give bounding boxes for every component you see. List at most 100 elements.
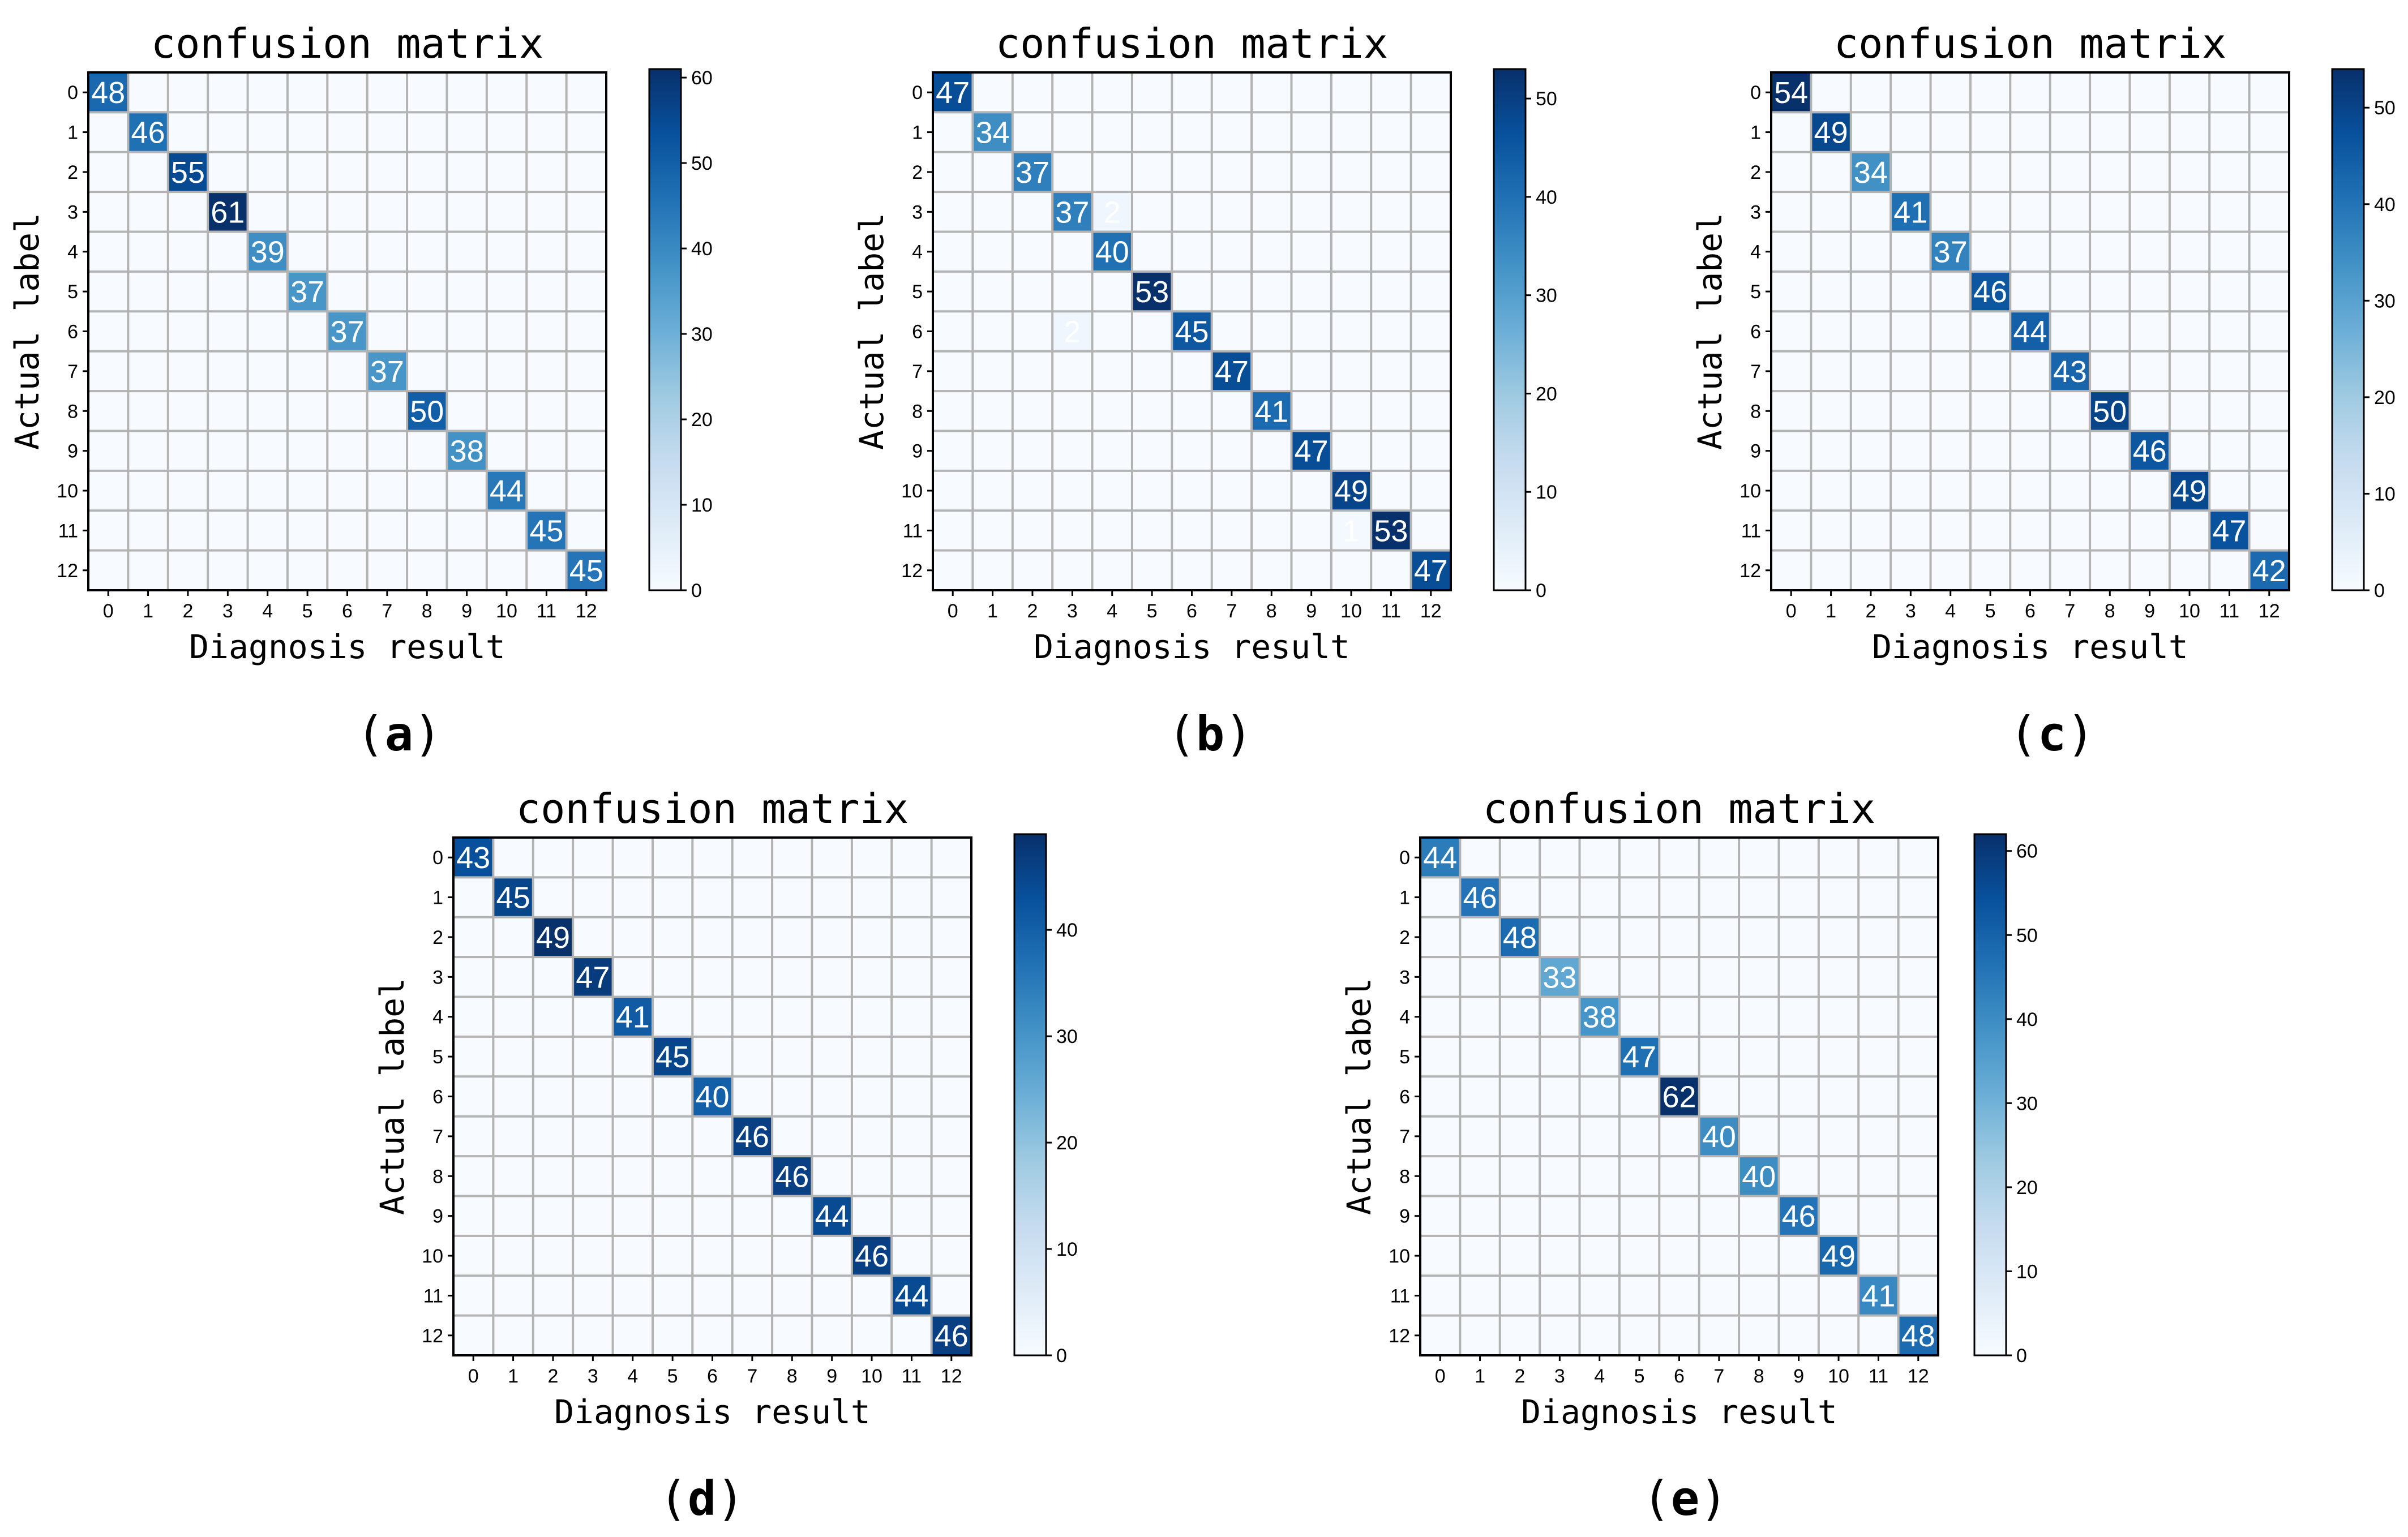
matrix-cell bbox=[453, 838, 494, 878]
cell-value-label: 44 bbox=[2013, 315, 2047, 349]
x-tick-label: 0 bbox=[468, 1366, 479, 1387]
cell-value-label: 50 bbox=[410, 394, 444, 428]
x-tick-label: 5 bbox=[302, 600, 313, 622]
y-tick-label: 12 bbox=[1739, 560, 1761, 582]
cell-value-label: 38 bbox=[450, 435, 484, 469]
matrix-cell bbox=[1818, 1235, 1859, 1276]
chart-title: confusion matrix bbox=[1834, 20, 2227, 67]
colorbar-tick-label: 0 bbox=[691, 580, 702, 602]
cell-value-label: 37 bbox=[1016, 156, 1049, 190]
y-tick-label: 9 bbox=[67, 441, 78, 462]
matrix-cell bbox=[972, 112, 1013, 152]
cell-value-label: 43 bbox=[456, 841, 490, 875]
colorbar-tick-label: 10 bbox=[691, 495, 713, 516]
colorbar-tick-label: 30 bbox=[691, 324, 713, 345]
matrix-cell bbox=[1420, 838, 1460, 878]
y-tick-label: 2 bbox=[67, 162, 78, 183]
y-tick-label: 3 bbox=[67, 201, 78, 223]
y-tick-label: 11 bbox=[1390, 1285, 1410, 1307]
colorbar-tick-label: 10 bbox=[2374, 483, 2396, 505]
cell-value-label: 47 bbox=[936, 76, 970, 110]
x-tick-label: 2 bbox=[1027, 600, 1038, 622]
x-tick-label: 3 bbox=[588, 1366, 598, 1387]
y-tick-label: 10 bbox=[1739, 480, 1761, 502]
y-tick-label: 6 bbox=[1399, 1087, 1410, 1108]
colorbar-tick-label: 40 bbox=[691, 238, 713, 260]
cell-value-label: 46 bbox=[131, 116, 165, 150]
y-axis-label: Actual label bbox=[373, 978, 412, 1215]
colorbar-tick-label: 40 bbox=[1536, 187, 1557, 208]
panel-label: (c) bbox=[2009, 706, 2095, 762]
cell-value-label: 34 bbox=[976, 116, 1010, 150]
cell-value-label: 46 bbox=[855, 1239, 889, 1273]
y-tick-label: 5 bbox=[1750, 281, 1761, 303]
y-tick-label: 11 bbox=[1741, 520, 1761, 542]
x-tick-label: 2 bbox=[183, 600, 194, 622]
colorbar-tick-label: 30 bbox=[2374, 290, 2396, 312]
confusion-matrix-panel-0: 4846556139373737503844454500112233445566… bbox=[8, 20, 713, 762]
cell-value-label: 48 bbox=[1503, 921, 1537, 955]
x-tick-label: 3 bbox=[1067, 600, 1078, 622]
matrix-cell bbox=[1858, 1276, 1899, 1316]
cell-value-label: 40 bbox=[1702, 1120, 1736, 1154]
x-tick-label: 8 bbox=[1754, 1366, 1764, 1387]
matrix-cell bbox=[1898, 1315, 1938, 1355]
cell-value-label: 45 bbox=[529, 514, 563, 548]
chart-title: confusion matrix bbox=[151, 20, 544, 67]
cell-value-label: 37 bbox=[1055, 195, 1089, 229]
matrix-cell bbox=[2090, 391, 2130, 431]
matrix-cell bbox=[1850, 152, 1891, 192]
cell-value-label: 41 bbox=[1861, 1279, 1895, 1313]
y-tick-label: 3 bbox=[432, 967, 443, 988]
y-tick-label: 4 bbox=[432, 1007, 443, 1028]
colorbar-tick-label: 20 bbox=[1056, 1132, 1078, 1154]
matrix-cell bbox=[1132, 271, 1172, 312]
y-tick-label: 7 bbox=[67, 361, 78, 383]
cell-value-label: 34 bbox=[1854, 156, 1888, 190]
matrix-cell bbox=[247, 231, 288, 272]
y-tick-label: 11 bbox=[58, 520, 78, 542]
y-tick-label: 4 bbox=[1750, 242, 1761, 263]
y-tick-label: 8 bbox=[67, 401, 78, 422]
colorbar-tick-label: 20 bbox=[691, 409, 713, 431]
cell-value-label: 37 bbox=[370, 355, 404, 389]
colorbar-tick-label: 50 bbox=[1536, 88, 1557, 110]
cell-value-label: 46 bbox=[2133, 435, 2167, 469]
x-tick-label: 8 bbox=[787, 1366, 798, 1387]
matrix-cell bbox=[1211, 351, 1252, 392]
confusion-matrix-panel-4: 4446483338476240404649414800112233445566… bbox=[1340, 785, 2038, 1526]
y-tick-label: 1 bbox=[1750, 122, 1761, 144]
x-tick-label: 7 bbox=[1713, 1366, 1724, 1387]
matrix-cell bbox=[1172, 311, 1212, 351]
colorbar-tick-label: 0 bbox=[2016, 1345, 2027, 1367]
cell-value-label: 40 bbox=[1095, 235, 1129, 269]
y-tick-label: 8 bbox=[432, 1166, 443, 1187]
x-tick-label: 6 bbox=[1674, 1366, 1685, 1387]
x-tick-label: 3 bbox=[1905, 600, 1916, 622]
y-tick-label: 6 bbox=[432, 1087, 443, 1108]
y-tick-label: 9 bbox=[1399, 1206, 1410, 1227]
y-tick-label: 6 bbox=[912, 321, 923, 343]
chart-title: confusion matrix bbox=[996, 20, 1389, 67]
x-tick-label: 1 bbox=[987, 600, 998, 622]
cell-value-label: 40 bbox=[695, 1080, 729, 1114]
cell-value-label: 53 bbox=[1135, 275, 1169, 309]
cell-value-label: 41 bbox=[1893, 195, 1927, 229]
colorbar-tick-label: 60 bbox=[691, 67, 713, 89]
panel-label: (b) bbox=[1167, 706, 1253, 762]
x-tick-label: 4 bbox=[262, 600, 273, 622]
chart-title: confusion matrix bbox=[516, 785, 909, 832]
y-tick-label: 6 bbox=[1750, 321, 1761, 343]
colorbar-tick-label: 0 bbox=[1056, 1345, 1067, 1367]
matrix-cell bbox=[447, 431, 487, 471]
y-tick-label: 0 bbox=[432, 847, 443, 869]
matrix-cell bbox=[772, 1156, 812, 1196]
y-tick-label: 2 bbox=[1750, 162, 1761, 183]
cell-value-label: 62 bbox=[1662, 1080, 1696, 1114]
x-tick-label: 9 bbox=[1306, 600, 1317, 622]
y-tick-label: 9 bbox=[912, 441, 923, 462]
matrix-cell bbox=[1331, 510, 1372, 551]
y-tick-label: 3 bbox=[1399, 967, 1410, 988]
x-tick-label: 10 bbox=[1828, 1366, 1849, 1387]
colorbar bbox=[1013, 833, 1047, 1356]
